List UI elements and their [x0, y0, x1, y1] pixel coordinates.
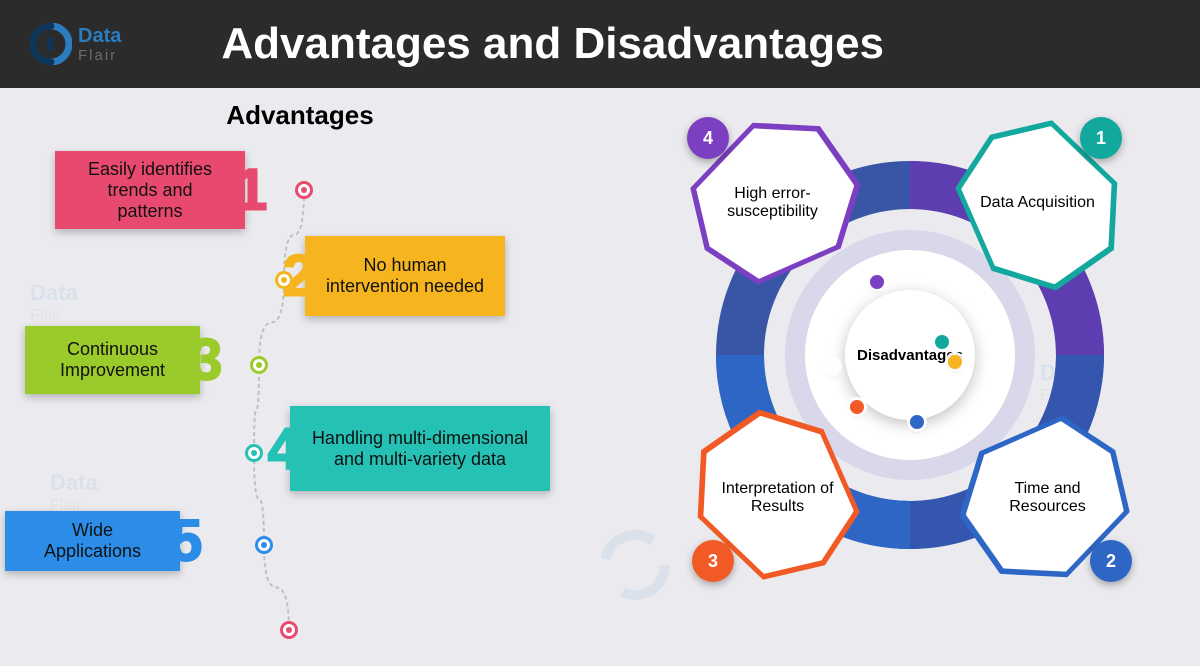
disadvantage-number: 1: [1080, 117, 1122, 159]
ring-dot-icon: [948, 355, 962, 369]
logo-mark-icon: [30, 23, 72, 65]
advantage-number: 3: [190, 327, 222, 394]
advantage-label: Continuous Improvement: [45, 339, 180, 381]
logo-primary: Data: [78, 26, 121, 46]
advantage-box: No human intervention needed2: [305, 236, 505, 316]
advantage-number: 5: [170, 508, 202, 575]
advantage-label: Wide Applications: [25, 520, 160, 562]
ring-dot-icon: [870, 275, 884, 289]
path-dot-icon: [250, 356, 268, 374]
path-dot-icon: [255, 536, 273, 554]
ring-dot-icon: [935, 335, 949, 349]
ring-dot-icon: [910, 415, 924, 429]
advantage-box: Continuous Improvement3: [25, 326, 200, 394]
advantage-label: No human intervention needed: [325, 255, 485, 297]
advantages-section: Advantages Easily identifies trends and …: [0, 100, 600, 666]
advantage-label: Easily identifies trends and patterns: [75, 159, 225, 222]
logo-text: Data Flair: [78, 26, 121, 63]
disadvantage-number: 2: [1090, 540, 1132, 582]
disadvantage-petal: Time and Resources2: [970, 420, 1125, 575]
disadvantage-petal: Interpretation of Results3: [700, 420, 855, 575]
advantage-label: Handling multi-dimensional and multi-var…: [310, 428, 530, 470]
advantage-number: 4: [268, 415, 300, 482]
path-dot-icon: [275, 271, 293, 289]
ring-dot-icon: [825, 360, 839, 374]
logo: Data Flair: [30, 23, 121, 65]
advantages-canvas: Easily identifies trends and patterns1 No…: [0, 146, 600, 666]
advantage-box: Wide Applications5: [5, 511, 180, 571]
advantage-box: Easily identifies trends and patterns1: [55, 151, 245, 229]
page-title: Advantages and Disadvantages: [221, 19, 884, 69]
disadvantage-petal: Data Acquisition1: [960, 125, 1115, 280]
disadvantage-number: 4: [687, 117, 729, 159]
advantage-box: Handling multi-dimensional and multi-var…: [290, 406, 550, 491]
path-dot-icon: [295, 181, 313, 199]
advantages-title: Advantages: [0, 100, 600, 131]
header: Data Flair Advantages and Disadvantages: [0, 0, 1200, 88]
logo-secondary: Flair: [78, 48, 121, 63]
path-dot-icon: [245, 444, 263, 462]
advantage-number: 1: [235, 157, 267, 224]
ring-dot-icon: [850, 400, 864, 414]
path-dot-icon: [280, 621, 298, 639]
disadvantages-section: Disadvantages Data Acquisition1Time and …: [650, 110, 1170, 610]
disadvantage-petal: High error-susceptibility4: [695, 125, 850, 280]
disadvantage-number: 3: [692, 540, 734, 582]
